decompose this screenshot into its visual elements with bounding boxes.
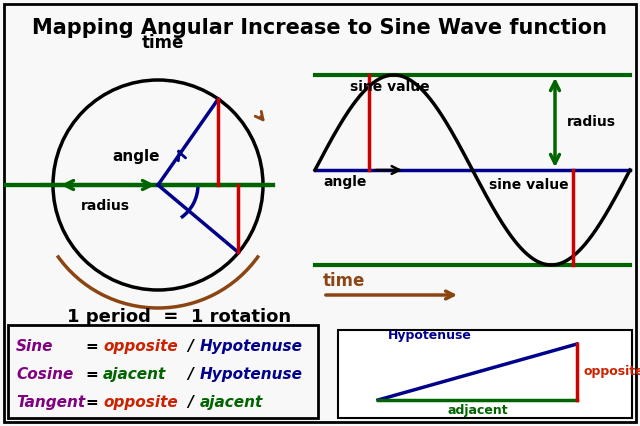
Bar (8, 325, 318, 418)
Text: opposite: opposite (103, 395, 178, 410)
Text: =: = (86, 339, 104, 354)
Text: opposite: opposite (103, 339, 178, 354)
Text: opposite: opposite (583, 366, 640, 378)
Text: =: = (86, 395, 104, 410)
Text: Cosine: Cosine (16, 367, 74, 382)
Text: ajacent: ajacent (103, 367, 166, 382)
Text: time: time (323, 272, 365, 290)
Text: /: / (183, 339, 199, 354)
Text: radius: radius (81, 199, 130, 213)
Text: Mapping Angular Increase to Sine Wave function: Mapping Angular Increase to Sine Wave fu… (33, 18, 607, 38)
Text: Hypotenuse: Hypotenuse (388, 329, 472, 342)
Text: adjacent: adjacent (447, 404, 508, 417)
Text: Hypotenuse: Hypotenuse (200, 367, 303, 382)
Text: /: / (183, 367, 199, 382)
Text: /: / (183, 395, 199, 410)
Text: Tangent: Tangent (16, 395, 85, 410)
Text: radius: radius (567, 115, 616, 130)
Text: time: time (142, 34, 184, 52)
Text: Hypotenuse: Hypotenuse (200, 339, 303, 354)
Text: angle: angle (323, 175, 366, 189)
Text: ajacent: ajacent (200, 395, 263, 410)
Text: =: = (86, 367, 104, 382)
Text: Sine: Sine (16, 339, 54, 354)
Text: angle: angle (112, 150, 160, 164)
Text: 1 period  =  1 rotation: 1 period = 1 rotation (67, 308, 291, 326)
Text: sine value: sine value (489, 178, 568, 192)
Text: sine value: sine value (350, 80, 429, 94)
Bar (338, 330, 632, 418)
